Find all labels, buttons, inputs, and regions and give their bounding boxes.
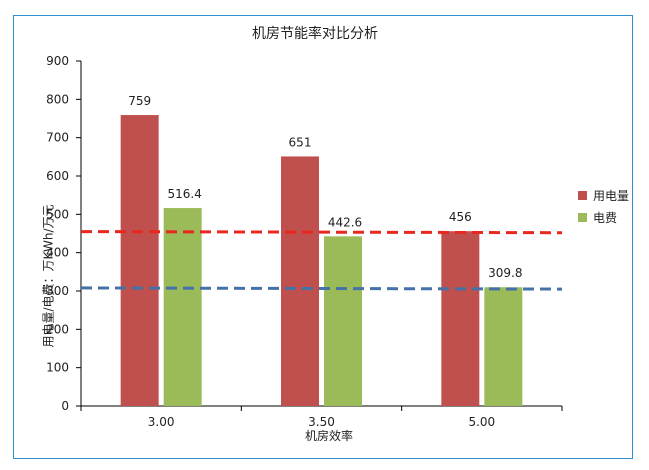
y-tick-label: 700 (46, 131, 69, 145)
data-label: 442.6 (328, 215, 362, 229)
data-label: 309.8 (488, 266, 522, 280)
legend-swatch-0 (578, 191, 587, 200)
legend-label-0: 用电量 (593, 189, 629, 203)
x-axis: 3.00 3.50 5.00 (80, 405, 563, 429)
bars-group (120, 115, 523, 407)
data-label: 456 (449, 210, 472, 224)
chart-title: 机房节能率对比分析 (252, 25, 378, 42)
bar-power-0 (120, 115, 159, 407)
y-axis-title: 用电量/电费：万KWh/万元 (41, 204, 56, 348)
y-tick-label: 800 (46, 92, 69, 106)
x-tick-label: 5.00 (468, 415, 495, 429)
legend-swatch-1 (578, 213, 587, 222)
reference-line-1 (80, 286, 563, 291)
x-tick-label: 3.50 (308, 415, 335, 429)
y-axis: 0 100 200 300 400 500 600 700 800 900 (46, 54, 82, 413)
y-tick-label: 600 (46, 169, 69, 183)
y-tick-label: 200 (46, 322, 69, 336)
y-tick-label: 100 (46, 361, 69, 375)
bar-power-2 (441, 231, 480, 406)
bar-power-1 (281, 156, 319, 406)
data-label: 651 (289, 135, 312, 149)
y-tick-label: 400 (46, 246, 69, 260)
data-labels: 759 516.4 651 442.6 456 309.8 (128, 94, 522, 280)
data-label: 516.4 (167, 187, 201, 201)
x-axis-title: 机房效率 (305, 428, 353, 443)
y-tick-label: 0 (61, 399, 69, 413)
chart-frame: 机房节能率对比分析 0 100 200 300 400 500 600 700 800 900 3… (13, 15, 633, 459)
bar-cost-2 (484, 287, 523, 406)
x-tick-label: 3.00 (148, 415, 175, 429)
y-tick-label: 300 (46, 284, 69, 298)
y-tick-label: 900 (46, 54, 69, 68)
legend-label-1: 电费 (593, 211, 617, 225)
bar-chart: 机房节能率对比分析 0 100 200 300 400 500 600 700 800 900 3… (46, 25, 629, 443)
y-axis-title-wrap: 用电量/电费：万KWh/万元 (38, 166, 58, 386)
y-tick-label: 500 (46, 207, 69, 221)
bar-cost-1 (324, 236, 362, 406)
reference-lines (80, 230, 563, 291)
data-label: 759 (128, 94, 151, 108)
bar-cost-0 (163, 208, 202, 406)
reference-line-0 (80, 230, 563, 235)
